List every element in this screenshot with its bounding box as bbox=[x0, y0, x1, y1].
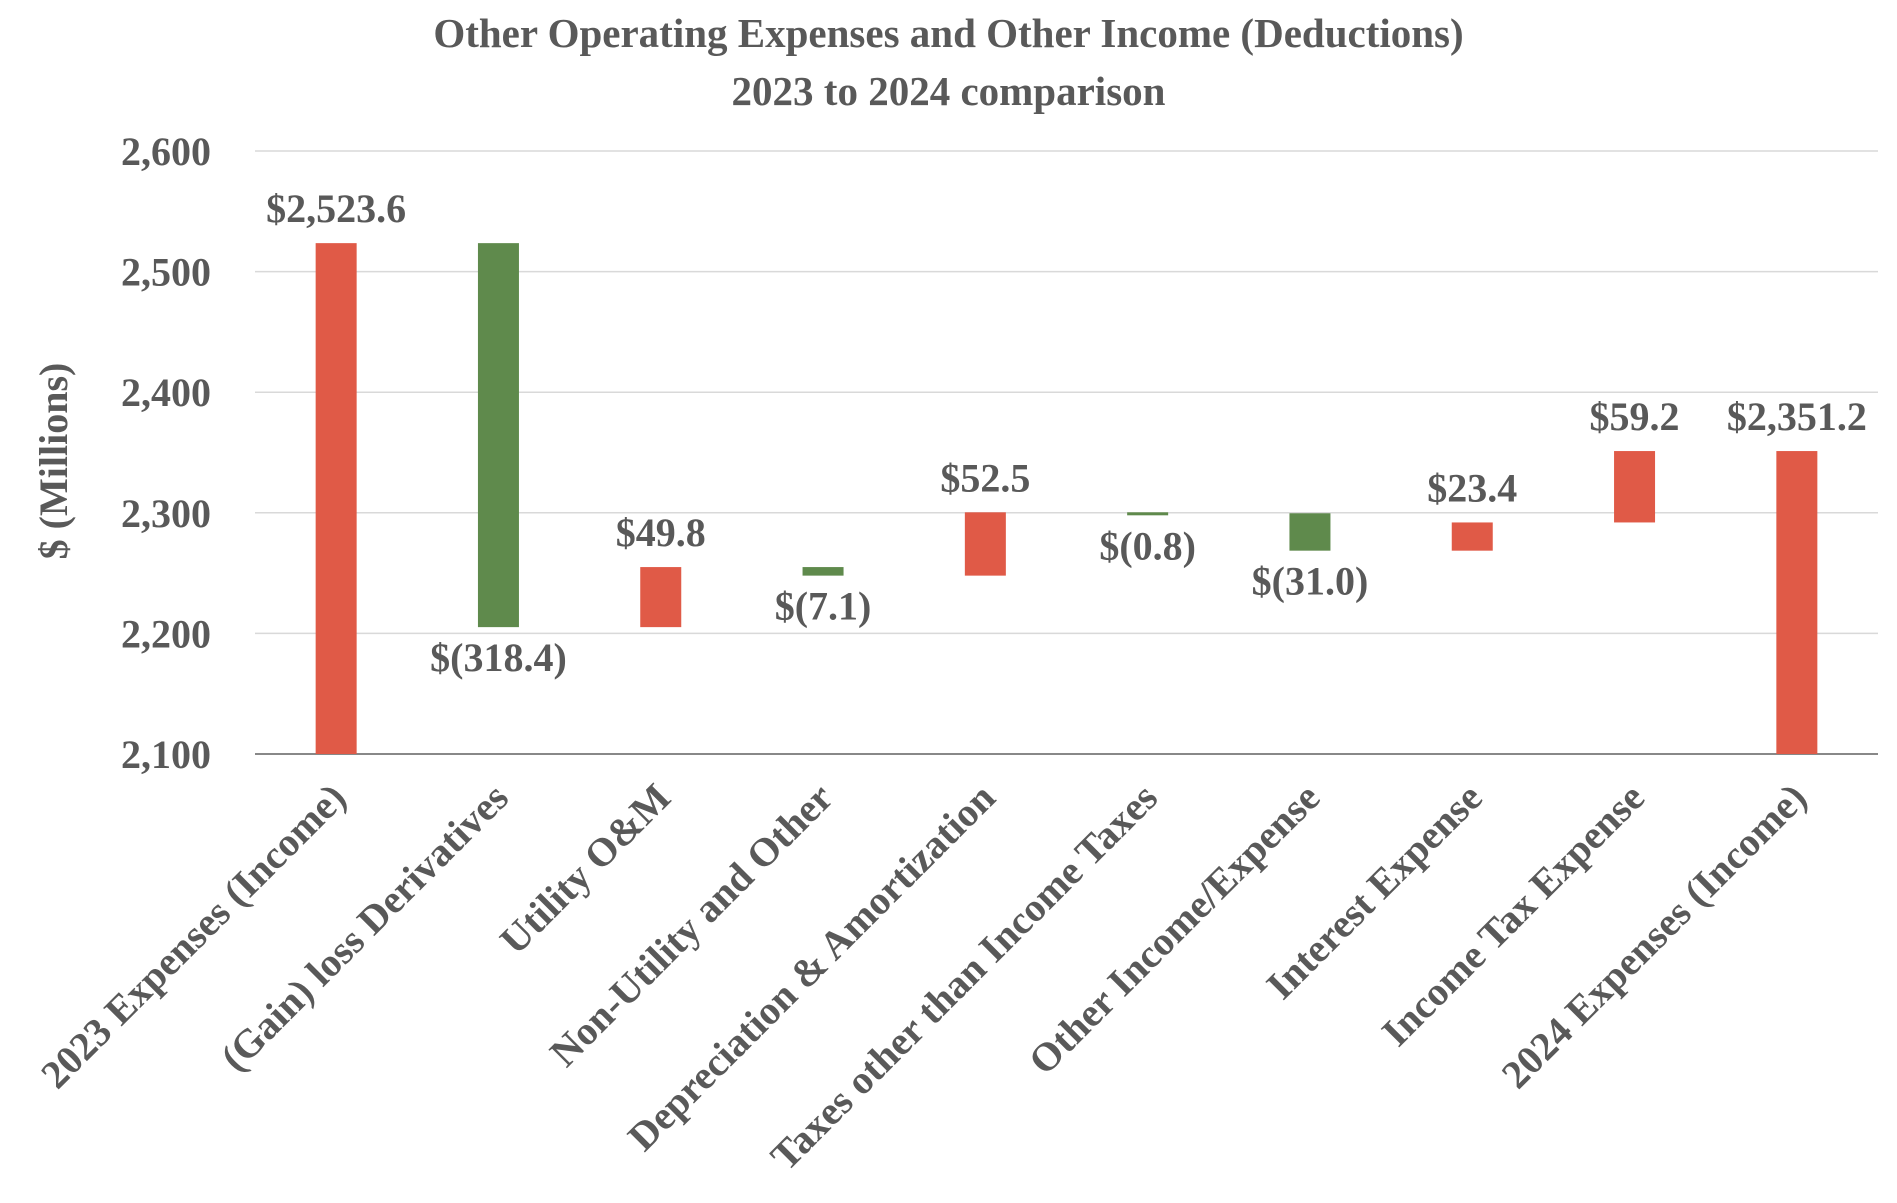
x-category-label: Income Tax Expense bbox=[1373, 775, 1653, 1055]
data-label: $(0.8) bbox=[1099, 523, 1196, 568]
data-label: $49.8 bbox=[616, 510, 706, 555]
y-tick-label: 2,200 bbox=[121, 611, 211, 656]
data-label: $59.2 bbox=[1590, 394, 1680, 439]
y-axis-title: $ (Millions) bbox=[31, 363, 76, 560]
bar-total bbox=[1776, 451, 1818, 754]
chart-subtitle: 2023 to 2024 comparison bbox=[731, 68, 1166, 114]
data-label: $23.4 bbox=[1427, 465, 1517, 510]
chart-title: Other Operating Expenses and Other Incom… bbox=[433, 10, 1464, 56]
y-tick-label: 2,600 bbox=[121, 129, 211, 174]
y-tick-label: 2,100 bbox=[121, 732, 211, 777]
bars bbox=[315, 243, 1818, 754]
data-label: $52.5 bbox=[940, 455, 1030, 500]
bar-increase bbox=[964, 512, 1006, 576]
x-category-label: Other Income/Expense bbox=[1020, 775, 1329, 1084]
bar-total bbox=[315, 243, 357, 754]
x-category-label: (Gain) loss Derivatives bbox=[212, 775, 517, 1080]
chart-title-block: Other Operating Expenses and Other Incom… bbox=[0, 4, 1897, 120]
data-label: $(7.1) bbox=[775, 584, 872, 629]
x-category-labels: 2023 Expenses (Income)(Gain) loss Deriva… bbox=[32, 775, 1815, 1179]
bar-decrease bbox=[1289, 513, 1331, 551]
x-category-label: 2023 Expenses (Income) bbox=[32, 775, 355, 1098]
data-label: $2,523.6 bbox=[266, 186, 406, 231]
y-tick-label: 2,300 bbox=[121, 491, 211, 536]
bar-increase bbox=[1451, 522, 1493, 551]
bar-increase bbox=[640, 567, 682, 628]
gridlines bbox=[255, 150, 1878, 755]
bar-decrease bbox=[802, 567, 844, 576]
data-label: $(318.4) bbox=[430, 635, 567, 680]
bar-decrease bbox=[477, 243, 519, 628]
bar-increase bbox=[1614, 451, 1656, 523]
x-category-label: 2024 Expenses (Income) bbox=[1493, 775, 1816, 1098]
data-label: $2,351.2 bbox=[1727, 394, 1867, 439]
x-category-label: Non-Utility and Other bbox=[541, 775, 842, 1076]
y-tick-label: 2,400 bbox=[121, 370, 211, 415]
y-tick-label: 2,500 bbox=[121, 250, 211, 295]
data-label: $(31.0) bbox=[1252, 559, 1369, 604]
y-tick-labels: 2,100 2,200 2,300 2,400 2,500 2,600 bbox=[121, 129, 211, 777]
data-labels: $2,523.6 $(318.4) $49.8 $(7.1) $52.5 $(0.8) $(… bbox=[266, 186, 1867, 680]
bar-decrease bbox=[1127, 512, 1169, 516]
